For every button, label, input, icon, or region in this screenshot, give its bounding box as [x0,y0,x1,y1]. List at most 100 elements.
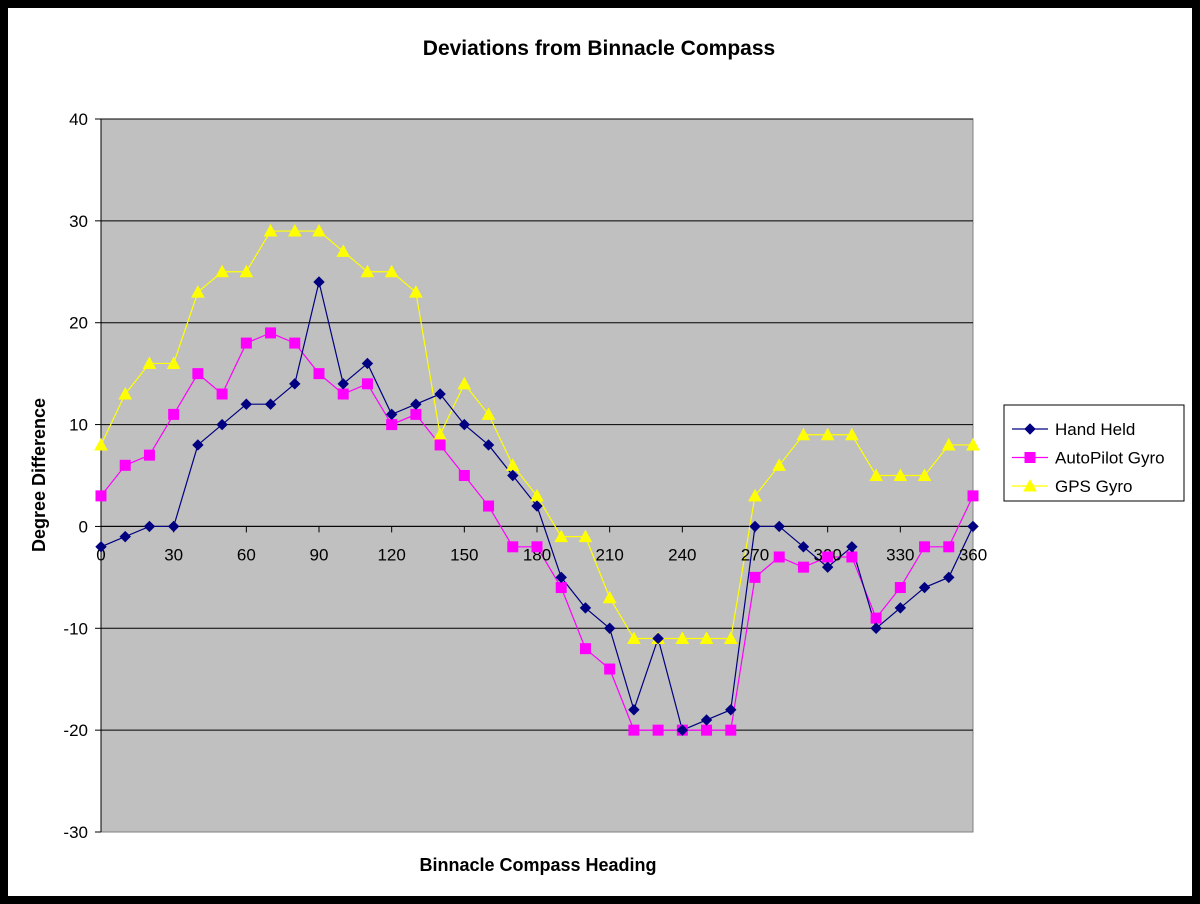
data-point-autopilot-gyro [265,327,277,339]
data-point-gps-gyro [118,386,133,400]
legend-item-hand-held: Hand Held [1012,420,1135,439]
data-point-gps-gyro [772,458,787,471]
chart-frame: Deviations from Binnacle Compass 40 30 20 1… [8,8,1192,896]
x-tick-label: 60 [237,545,256,564]
data-point-hand-held [458,418,471,431]
data-point-hand-held [313,276,325,288]
data-point-gps-gyro [94,437,108,451]
data-point-autopilot-gyro [119,459,131,471]
data-point-autopilot-gyro [410,408,422,420]
data-point-autopilot-gyro [579,643,591,655]
y-tick-label: 10 [69,416,88,435]
data-point-gps-gyro [312,223,326,237]
data-point-hand-held [216,418,228,431]
series-markers [94,223,980,736]
plot-area [100,118,974,833]
data-point-gps-gyro [796,427,811,441]
data-point-hand-held [870,622,882,634]
data-point-autopilot-gyro [846,551,858,563]
legend-label-gps-gyro: GPS Gyro [1055,477,1132,496]
data-point-hand-held [749,520,761,533]
data-point-gps-gyro [287,223,302,237]
data-point-hand-held [603,622,616,634]
data-point-autopilot-gyro [652,724,664,736]
y-tick-label: 40 [69,110,88,129]
data-point-autopilot-gyro [192,368,204,380]
data-point-autopilot-gyro [628,724,640,736]
data-point-gps-gyro [869,468,883,481]
x-tick-label: 0 [96,545,105,564]
data-point-autopilot-gyro [168,408,180,420]
data-point-hand-held [846,541,858,553]
data-point-hand-held [652,632,664,645]
x-tick-label: 90 [310,545,329,564]
data-point-autopilot-gyro [797,561,809,573]
data-point-autopilot-gyro [725,724,737,736]
data-point-gps-gyro [360,264,375,278]
data-point-hand-held [700,714,713,726]
data-point-gps-gyro [554,529,569,543]
data-point-autopilot-gyro [337,388,349,400]
data-point-autopilot-gyro [386,419,398,431]
data-point-gps-gyro [699,631,714,644]
data-point-autopilot-gyro [143,449,155,461]
data-point-hand-held [289,378,301,390]
data-point-gps-gyro [941,437,956,451]
data-point-autopilot-gyro [361,378,373,390]
data-point-autopilot-gyro [216,388,228,400]
data-point-autopilot-gyro [507,541,519,553]
data-point-autopilot-gyro [531,541,543,553]
x-axis-title: Binnacle Compass Heading [419,855,656,875]
data-point-autopilot-gyro [773,551,785,563]
legend-label-autopilot-gyro: AutoPilot Gyro [1055,449,1165,468]
data-point-gps-gyro [481,407,496,420]
data-point-gps-gyro [263,223,278,237]
data-point-gps-gyro [336,244,351,257]
data-point-hand-held [240,398,253,410]
data-point-autopilot-gyro [95,490,107,502]
legend-item-gps-gyro: GPS Gyro [1012,477,1132,496]
data-point-hand-held [967,520,979,533]
data-point-hand-held [264,398,277,410]
y-tick-label: 20 [69,314,88,333]
data-point-gps-gyro [384,264,399,278]
legend-marker-hand-held [1024,423,1036,435]
data-point-gps-gyro [142,356,157,369]
y-tick-label: 0 [79,517,88,536]
y-tick-label: -20 [63,721,88,740]
x-tick-label: 180 [523,545,551,564]
data-point-hand-held [894,602,907,614]
data-point-autopilot-gyro [967,490,979,502]
data-point-hand-held [531,500,543,512]
x-tick-label: 150 [450,545,478,564]
data-point-hand-held [119,530,131,543]
data-point-gps-gyro [239,264,254,278]
data-point-gps-gyro [748,488,762,502]
data-point-autopilot-gyro [240,337,252,349]
data-point-hand-held [385,408,398,421]
data-point-hand-held [773,520,785,533]
chart-title: Deviations from Binnacle Compass [423,37,775,60]
data-point-gps-gyro [723,631,738,644]
data-point-gps-gyro [409,285,423,298]
x-tick-label: 270 [741,545,769,564]
data-point-hand-held [434,388,446,400]
series-points-gps-gyro [94,223,980,644]
data-point-autopilot-gyro [555,582,567,594]
data-point-hand-held [797,541,810,553]
legend-marker-autopilot-gyro [1024,452,1036,463]
x-tick-label: 330 [886,545,914,564]
legend-label-hand-held: Hand Held [1055,420,1135,439]
series-points-hand-held [95,276,979,736]
data-point-autopilot-gyro [289,337,301,349]
data-point-autopilot-gyro [434,439,446,451]
data-point-autopilot-gyro [919,541,931,553]
data-point-gps-gyro [215,264,229,278]
data-point-hand-held [918,581,931,594]
data-point-hand-held [579,602,592,614]
data-point-autopilot-gyro [870,612,882,624]
data-point-hand-held [410,398,422,410]
x-axis-ticks: 0306090120150180210240270300330360 [96,526,987,564]
line-chart: Deviations from Binnacle Compass 40 30 20 1… [29,37,1185,875]
data-point-gps-gyro [602,590,617,604]
